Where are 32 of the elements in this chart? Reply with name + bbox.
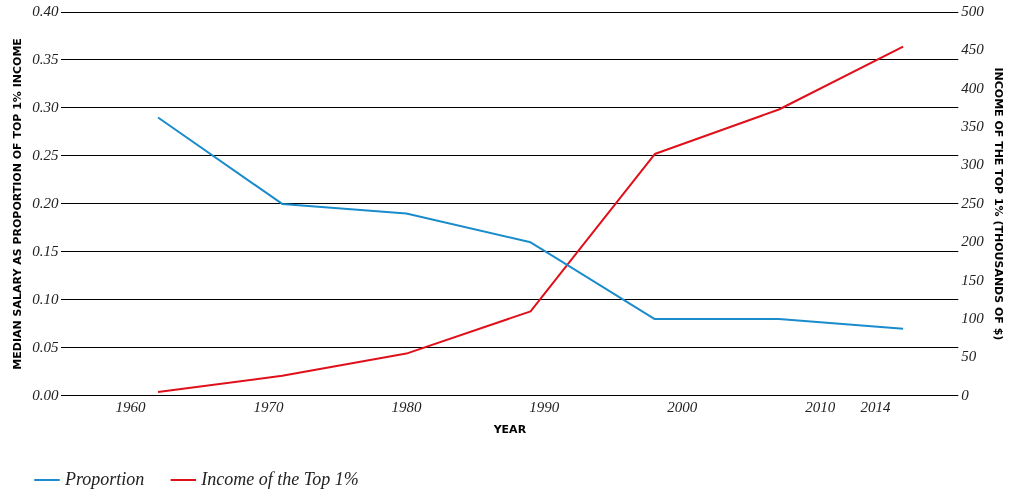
legend-label: Income of the Top 1% bbox=[200, 468, 359, 489]
y2-tick-label: 50 bbox=[961, 348, 977, 365]
y2-tick-label: 100 bbox=[961, 309, 985, 326]
x-tick-label: 2014 bbox=[860, 398, 892, 415]
x-tick-label: 2010 bbox=[805, 398, 836, 415]
y2-tick-label: 250 bbox=[961, 194, 985, 211]
y2-tick-label: 400 bbox=[961, 79, 985, 96]
y2-tick-label: 300 bbox=[960, 156, 985, 173]
y2-tick-label: 150 bbox=[961, 271, 985, 288]
x-tick-label: 1990 bbox=[529, 398, 560, 415]
y-tick-label: 0.15 bbox=[32, 242, 59, 259]
y-tick-label: 0.10 bbox=[32, 290, 59, 307]
y2-tick-label: 200 bbox=[961, 233, 985, 250]
y-tick-label: 0.20 bbox=[32, 194, 59, 211]
x-tick-label: 1960 bbox=[115, 398, 146, 415]
x-tick-label: 1980 bbox=[391, 398, 422, 415]
y-tick-label: 0.30 bbox=[32, 98, 59, 115]
x-tick-label: 1970 bbox=[253, 398, 284, 415]
y-axis-title: MEDIAN SALARY AS PROPORTION OF TOP 1% INCOME bbox=[11, 38, 25, 370]
y2-tick-label: 0 bbox=[961, 386, 970, 403]
y2-tick-label: 350 bbox=[960, 118, 985, 135]
y2-axis-title: INCOME OF THE TOP 1% (THOUSANDS OF $) bbox=[991, 67, 1005, 341]
y2-tick-label: 450 bbox=[961, 41, 985, 58]
x-tick-label: 2000 bbox=[667, 398, 698, 415]
y-tick-label: 0.35 bbox=[32, 50, 59, 67]
y-tick-label: 0.00 bbox=[32, 386, 59, 403]
y2-tick-label: 500 bbox=[961, 2, 985, 19]
y-tick-label: 0.40 bbox=[32, 2, 59, 19]
x-axis-title: YEAR bbox=[492, 423, 527, 437]
y-tick-label: 0.05 bbox=[32, 338, 59, 355]
legend-label: Proportion bbox=[64, 468, 145, 489]
y-tick-label: 0.25 bbox=[32, 146, 59, 163]
